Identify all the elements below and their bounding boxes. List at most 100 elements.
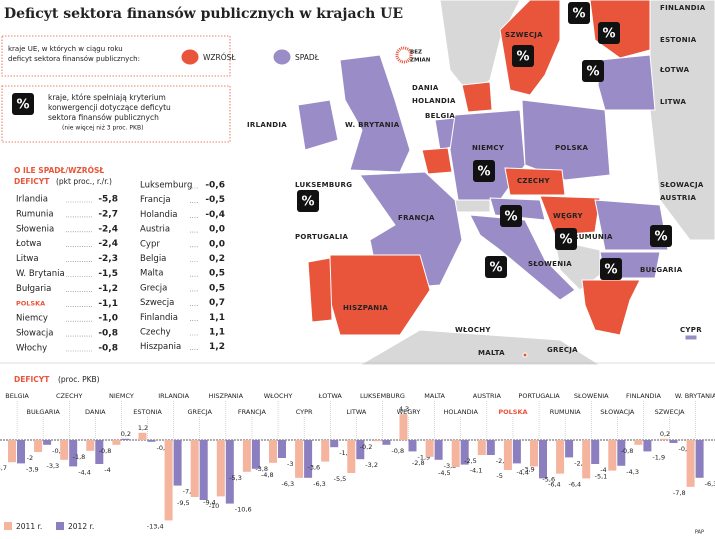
icon-text: %	[301, 195, 314, 210]
value-label: -5,6	[542, 476, 555, 484]
bar	[138, 432, 147, 440]
list-value: 0,0	[209, 225, 225, 235]
category-label: CZECHY	[56, 392, 83, 400]
bar	[69, 440, 78, 467]
bar	[251, 440, 260, 469]
value-label: -2,5	[496, 457, 509, 465]
chart-unit: (proc. PKB)	[58, 375, 100, 384]
list-value: 1,2	[209, 342, 225, 352]
legend-swatch	[4, 522, 12, 530]
criterion-text: konwergencji dotyczące deficytu	[48, 103, 171, 112]
bar	[582, 440, 591, 479]
value-label: -3,2	[365, 461, 378, 469]
land	[439, 0, 521, 96]
list-value: -2,4	[98, 224, 118, 234]
list-value: 0,7	[209, 298, 225, 308]
bar	[95, 440, 104, 464]
value-label: -4,4	[516, 468, 529, 476]
value-label: -0,2	[360, 443, 373, 451]
bar	[591, 440, 600, 464]
map-label: GRECJA	[547, 346, 578, 354]
list-value: -2,4	[98, 239, 118, 249]
value-label: -7,8	[673, 489, 686, 497]
map-label: RUMUNIA	[573, 233, 613, 241]
poland	[521, 99, 611, 181]
value-label: -4,8	[261, 471, 274, 479]
italy	[469, 214, 576, 301]
value-label: -1,9	[652, 453, 665, 461]
legend-label: 2012 r.	[68, 522, 94, 531]
category-label: FRANCJA	[238, 408, 267, 416]
list-unit: (pkt proc., r./r.)	[56, 177, 112, 186]
value-label: -7,6	[183, 488, 196, 496]
category-label: LITWA	[346, 408, 367, 416]
criterion-icon: %	[598, 22, 620, 44]
ireland	[297, 99, 339, 151]
value-label: -6,3	[313, 480, 326, 488]
icon-box	[582, 60, 604, 82]
bar	[530, 440, 538, 467]
legend-none: BEZ	[410, 50, 422, 56]
list-value: 0,5	[209, 283, 225, 293]
criterion-icon: %	[650, 225, 672, 247]
icon-text: %	[604, 263, 617, 278]
romania	[594, 199, 669, 251]
category-label: FINLANDIA	[626, 392, 662, 400]
map-label: POLSKA	[555, 144, 589, 152]
list-name: Słowacja	[16, 329, 53, 339]
list-name: Finlandia	[140, 313, 178, 323]
list-value: -1,2	[98, 284, 118, 294]
bar-chart: BELGIA-3,7-3,9BUŁGARIA-2-0,8CZECHY-3,3-4…	[0, 392, 715, 531]
bar	[408, 440, 417, 452]
bar	[60, 440, 69, 460]
criterion-icon: %	[473, 160, 495, 182]
legend-none: ZMIAN	[410, 58, 431, 64]
bar	[486, 440, 495, 455]
list-title: DEFICYT	[14, 177, 50, 186]
icon-text: %	[559, 233, 572, 248]
criterion-icon: %	[12, 93, 34, 115]
value-label: -5,1	[595, 473, 608, 481]
value-label: -1,2	[339, 449, 352, 457]
value-label: -2,8	[412, 459, 425, 467]
category-label: SŁOWENIA	[574, 392, 609, 400]
land	[454, 199, 491, 213]
value-label: -5	[496, 472, 502, 480]
value-label: 0,2	[121, 430, 131, 438]
bar	[669, 440, 678, 443]
value-label: -1,9	[418, 453, 431, 461]
portugal	[307, 257, 333, 323]
map-label: W. BRYTANIA	[345, 121, 400, 129]
value-label: -0,8	[52, 447, 65, 455]
bar	[512, 440, 521, 464]
list-name: Austria	[140, 225, 170, 235]
criterion-text: sektora finansów publicznych	[48, 113, 159, 122]
map-label: SZWECJA	[505, 31, 543, 39]
icon-box	[297, 190, 319, 212]
bar	[617, 440, 626, 466]
value-label: -0,8	[391, 447, 404, 455]
category-label: BUŁGARIA	[27, 408, 61, 416]
category-label: POLSKA	[498, 408, 527, 416]
spain	[329, 254, 431, 336]
malta	[522, 352, 528, 358]
criterion-text: kraje, które spełniają kryterium	[48, 93, 166, 102]
list-value: 0,2	[209, 254, 225, 264]
value-label: -3,9	[26, 465, 39, 473]
criterion-note: (nie więcej niż 3 proc. PKB)	[62, 125, 143, 132]
value-label: -10	[209, 502, 220, 510]
bar	[660, 438, 669, 440]
map-label: DANIA	[412, 84, 439, 92]
list-name: Holandia	[140, 210, 178, 220]
change-list: Irlandia -5,8 Rumunia -2,7 Słowenia -2,4 Łotwa…	[15, 181, 225, 354]
legend-swatch	[395, 46, 413, 64]
list-value: 0,5	[209, 269, 225, 279]
map-label: MALTA	[478, 349, 505, 357]
value-label: -10,6	[235, 506, 252, 514]
list-name: Cypr	[140, 239, 160, 249]
legend-intro: deficyt sektora finansów publicznych:	[8, 55, 140, 63]
list-name: Słowenia	[16, 224, 54, 234]
category-label: PORTUGALIA	[518, 392, 560, 400]
list-name: W. Brytania	[16, 269, 65, 279]
bar	[399, 414, 408, 440]
